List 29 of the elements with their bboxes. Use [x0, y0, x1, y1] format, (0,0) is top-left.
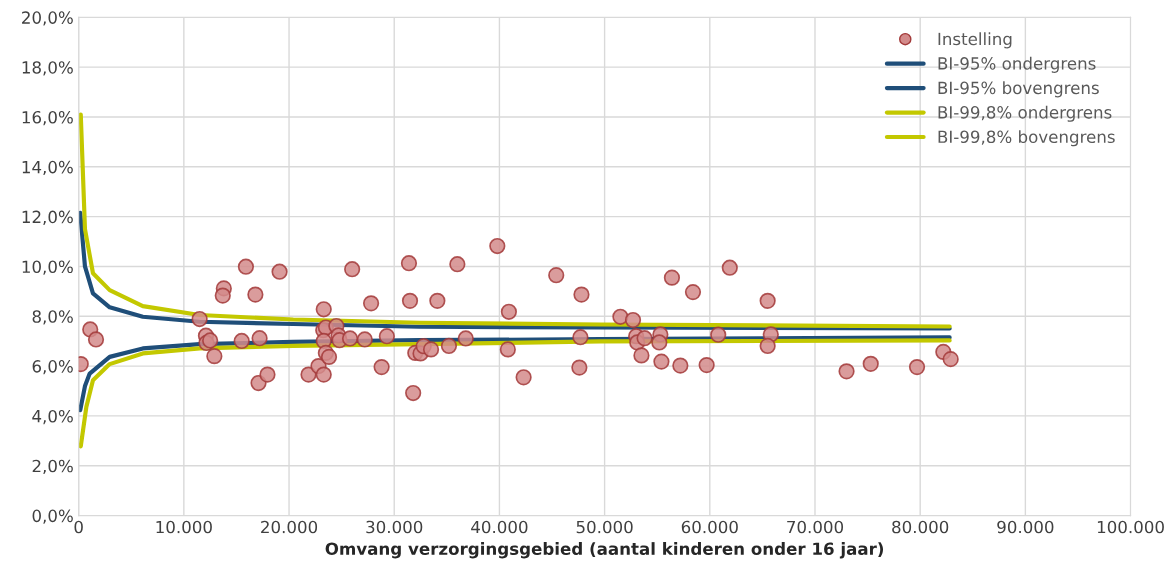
x-tick-label: 60.000 — [681, 520, 738, 534]
y-tick-label: 10,0% — [22, 260, 73, 275]
y-tick-label: 12,0% — [22, 210, 73, 225]
x-tick-label: 100.000 — [1097, 520, 1164, 534]
x-tick-label: 20.000 — [261, 520, 318, 534]
y-tick-label: 16,0% — [22, 110, 73, 126]
x-axis-title: Omvang verzorgingsgebied (aantal kinderen onder 16 jaar) — [325, 542, 884, 559]
x-tick-label: 30.000 — [366, 520, 423, 534]
x-tick-label: 70.000 — [787, 520, 844, 534]
x-tick-label: 50.000 — [576, 520, 633, 534]
y-tick-label: 14,0% — [22, 160, 73, 176]
y-tick-label: 18,0% — [22, 61, 73, 76]
x-tick-label: 90.000 — [997, 520, 1054, 534]
legend-label: BI-99,8% bovengrens — [938, 130, 1115, 147]
y-tick-label: 8,0% — [32, 310, 73, 325]
y-tick-label: 6,0% — [32, 360, 73, 375]
legend-label: BI-95% ondergrens — [938, 56, 1096, 73]
y-tick-label: 20,0% — [22, 11, 73, 26]
y-tick-label: 4,0% — [32, 409, 73, 425]
legend-label: BI-99,8% ondergrens — [938, 105, 1112, 122]
x-tick-label: 80.000 — [892, 520, 949, 534]
y-tick-label: 2,0% — [32, 459, 73, 475]
x-tick-label: 40.000 — [471, 520, 528, 534]
x-tick-label: 0 — [74, 520, 83, 534]
legend-label: BI-95% bovengrens — [938, 81, 1099, 98]
line-series — [78, 210, 952, 331]
legend-label: Instelling — [938, 32, 1012, 49]
y-tick-label: 0,0% — [32, 509, 73, 524]
x-tick-label: 10.000 — [156, 520, 212, 534]
